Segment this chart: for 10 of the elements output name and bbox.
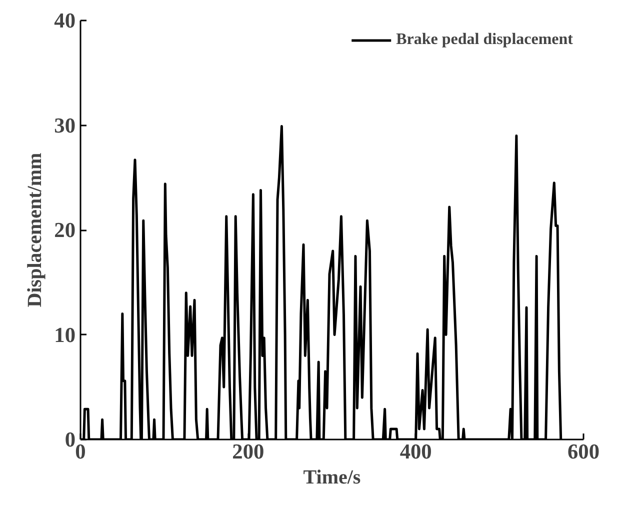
y-tick-label: 30 [54, 113, 76, 138]
x-tick-label: 400 [400, 440, 432, 464]
y-tick-label: 10 [54, 322, 76, 347]
x-tick-label: 600 [568, 440, 600, 464]
y-tick-label: 40 [54, 8, 76, 32]
y-tick-label: 20 [54, 218, 76, 242]
legend-label: Brake pedal displacement [396, 31, 573, 49]
x-tick-label: 200 [232, 440, 264, 464]
y-axis-title: Displacement/mm [24, 152, 46, 308]
x-axis-title: Time/s [303, 466, 361, 488]
